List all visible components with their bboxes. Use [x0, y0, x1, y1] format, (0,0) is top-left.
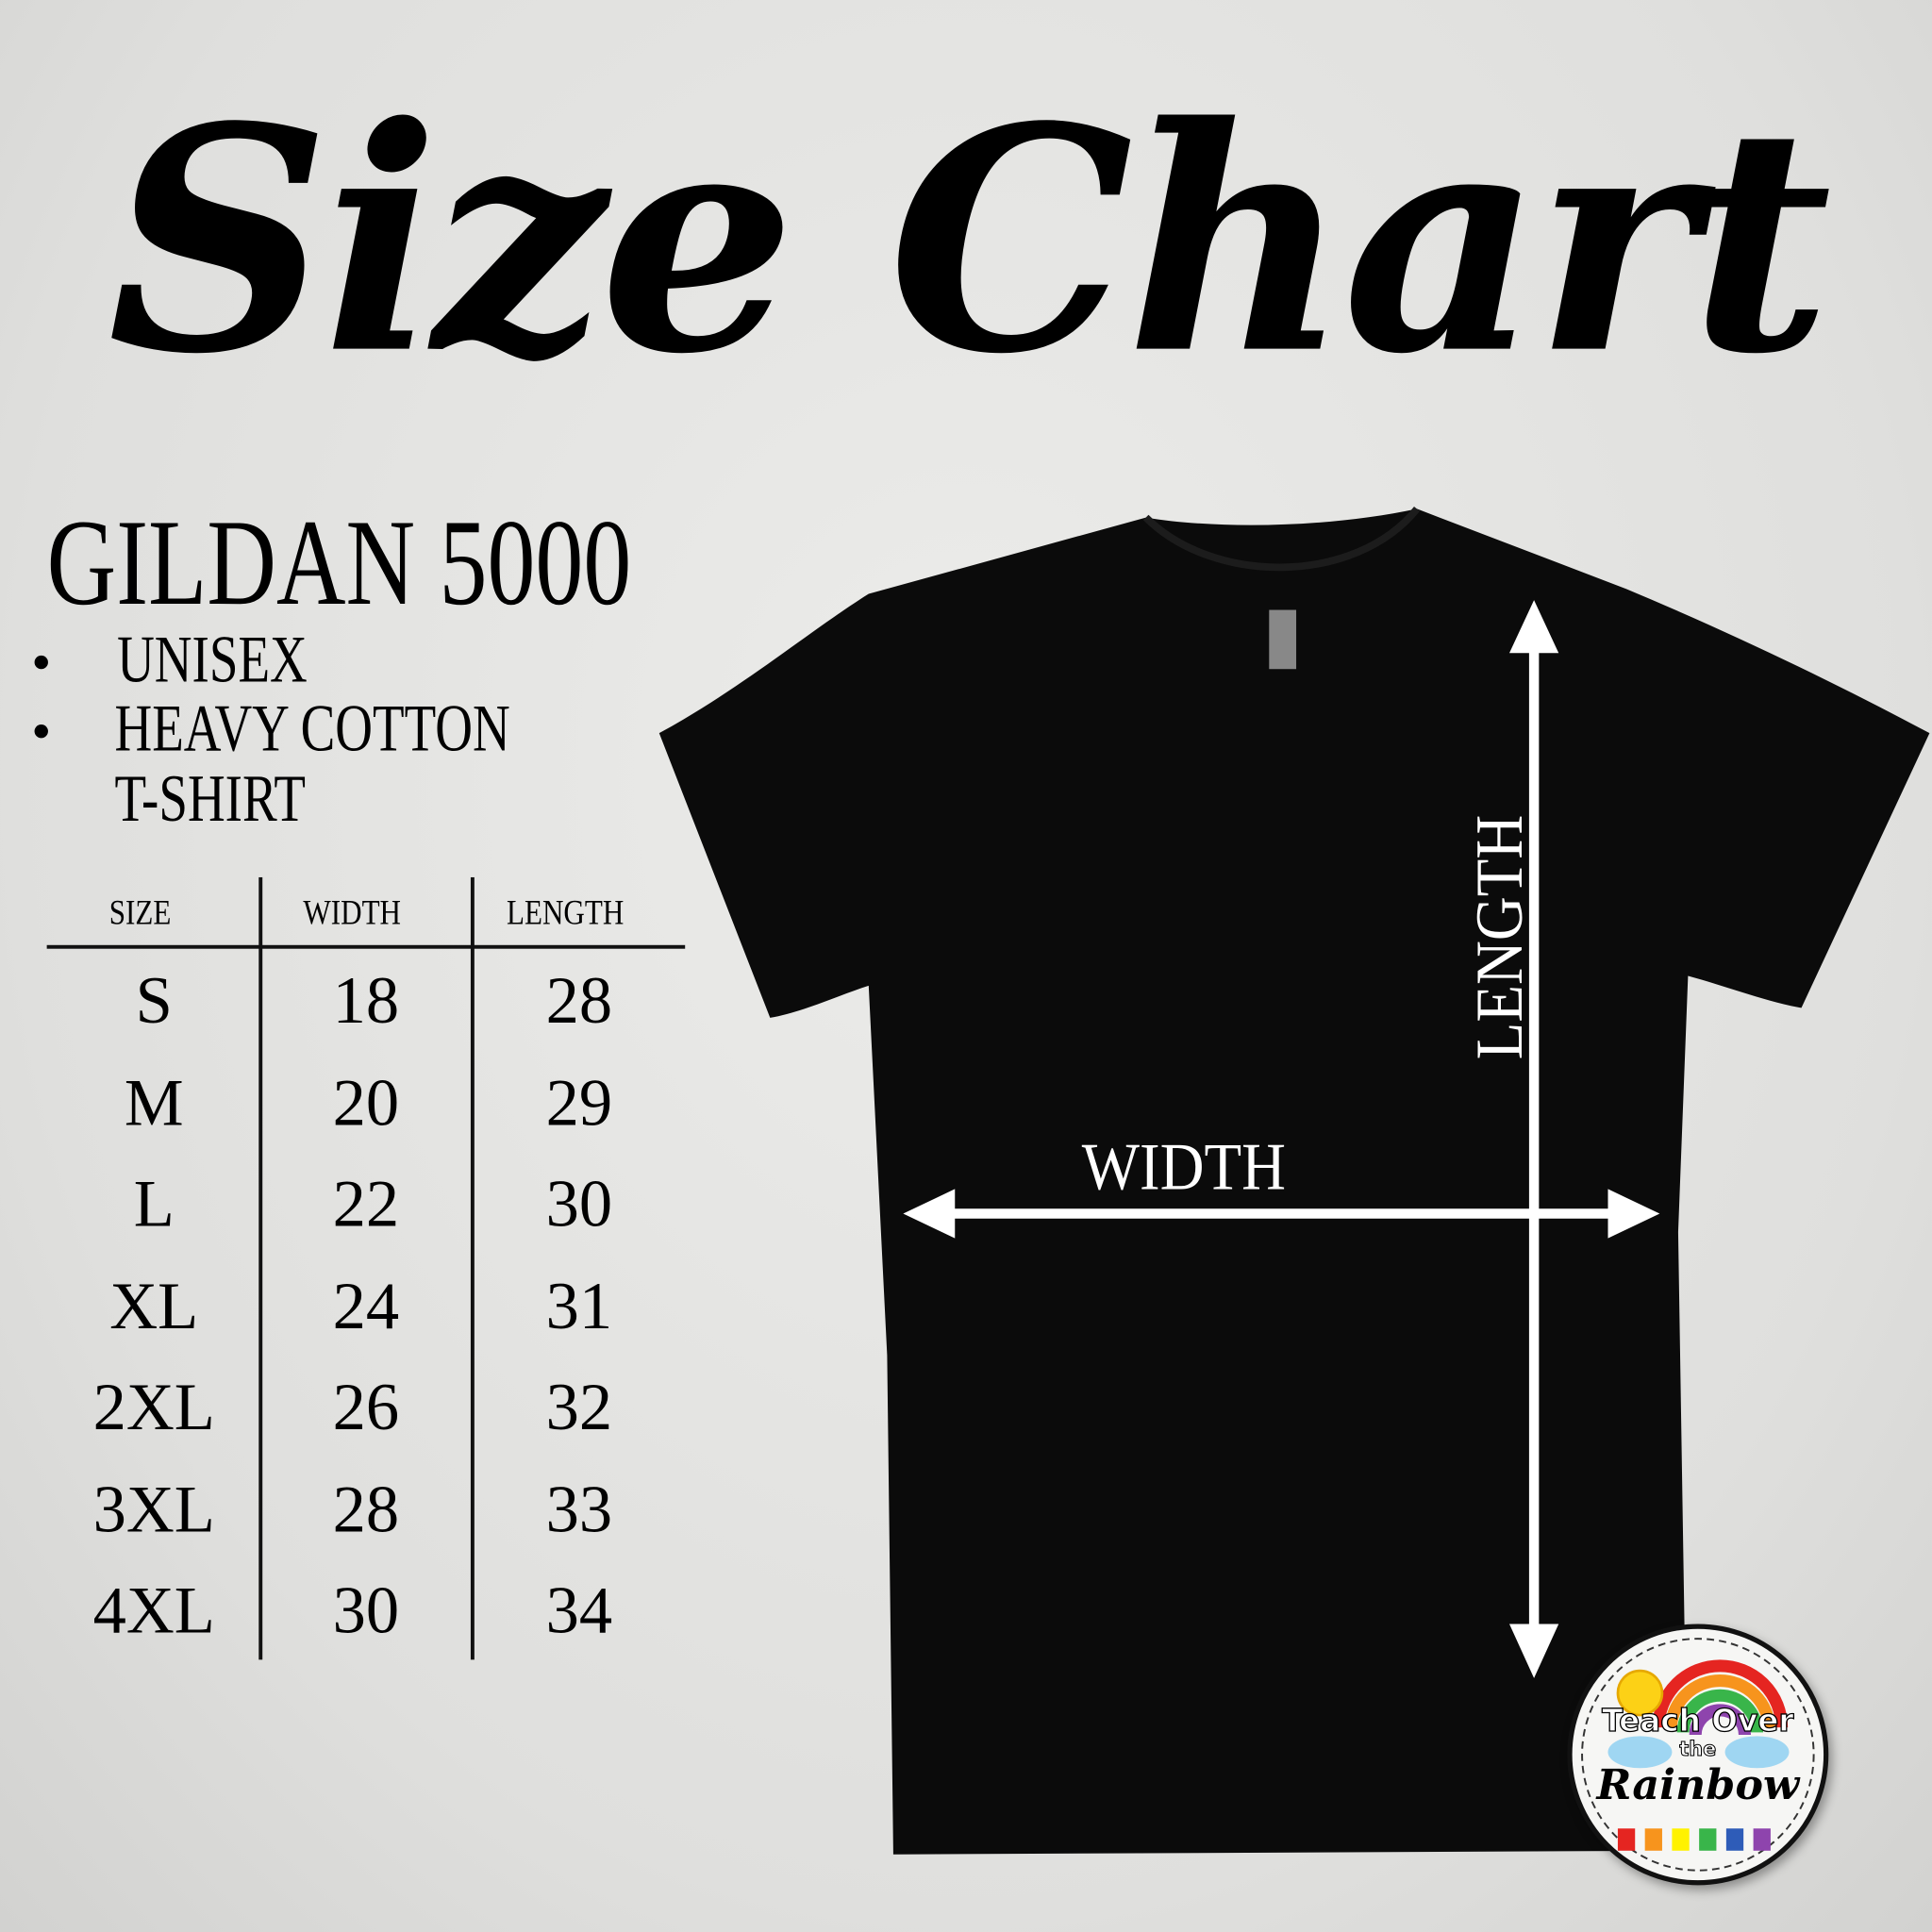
cell-size: 4XL — [92, 1573, 215, 1648]
width-arrow — [903, 1189, 1660, 1239]
cell-length: 31 — [545, 1268, 613, 1343]
shirt-tag — [1269, 609, 1297, 670]
cell-size: XL — [109, 1268, 199, 1343]
header-divider — [46, 944, 686, 949]
cell-length: 34 — [545, 1573, 613, 1648]
bullet-unisex: UNISEX — [117, 622, 308, 696]
cell-size: 2XL — [92, 1370, 215, 1444]
logo-line-1: Teach Over — [1601, 1703, 1794, 1739]
bullet-dot — [34, 649, 59, 674]
cell-width: 18 — [332, 963, 400, 1038]
header-width: WIDTH — [303, 894, 402, 933]
collar — [1142, 506, 1421, 572]
page-title: Size Chart — [107, 58, 1832, 422]
cell-length: 28 — [545, 963, 613, 1038]
bullet-dot — [34, 718, 59, 742]
bullet-heavy-cotton: HEAVY COTTON — [114, 691, 510, 766]
bullet-tshirt: T-SHIRT — [114, 761, 306, 836]
header-length: LENGTH — [507, 894, 625, 933]
cell-size: 3XL — [92, 1472, 215, 1546]
cell-length: 32 — [545, 1370, 613, 1444]
header-size: SIZE — [108, 894, 172, 933]
cell-width: 20 — [332, 1065, 400, 1140]
column-divider — [470, 876, 475, 1660]
cell-length: 30 — [545, 1166, 613, 1241]
tshirt-shape — [658, 508, 1930, 1855]
cell-size: S — [135, 963, 173, 1038]
cell-width: 22 — [332, 1166, 400, 1241]
cell-width: 28 — [332, 1472, 400, 1546]
column-divider — [258, 876, 263, 1660]
cell-size: L — [133, 1166, 175, 1241]
product-brand: GILDAN 5000 — [46, 493, 632, 631]
cell-width: 24 — [332, 1268, 400, 1343]
cell-width: 26 — [332, 1370, 400, 1444]
length-label: LENGTH — [1462, 814, 1537, 1060]
cell-length: 33 — [545, 1472, 613, 1546]
logo-line-3: Rainbow — [1596, 1760, 1800, 1810]
cell-size: M — [124, 1065, 184, 1140]
teach-over-the-rainbow-logo: Teach Over the Rainbow — [1567, 1624, 1829, 1886]
cell-length: 29 — [545, 1065, 613, 1140]
cell-width: 30 — [332, 1573, 400, 1648]
width-label: WIDTH — [1081, 1129, 1286, 1205]
logo-line-2: the — [1679, 1737, 1717, 1761]
length-arrow — [1508, 600, 1559, 1678]
